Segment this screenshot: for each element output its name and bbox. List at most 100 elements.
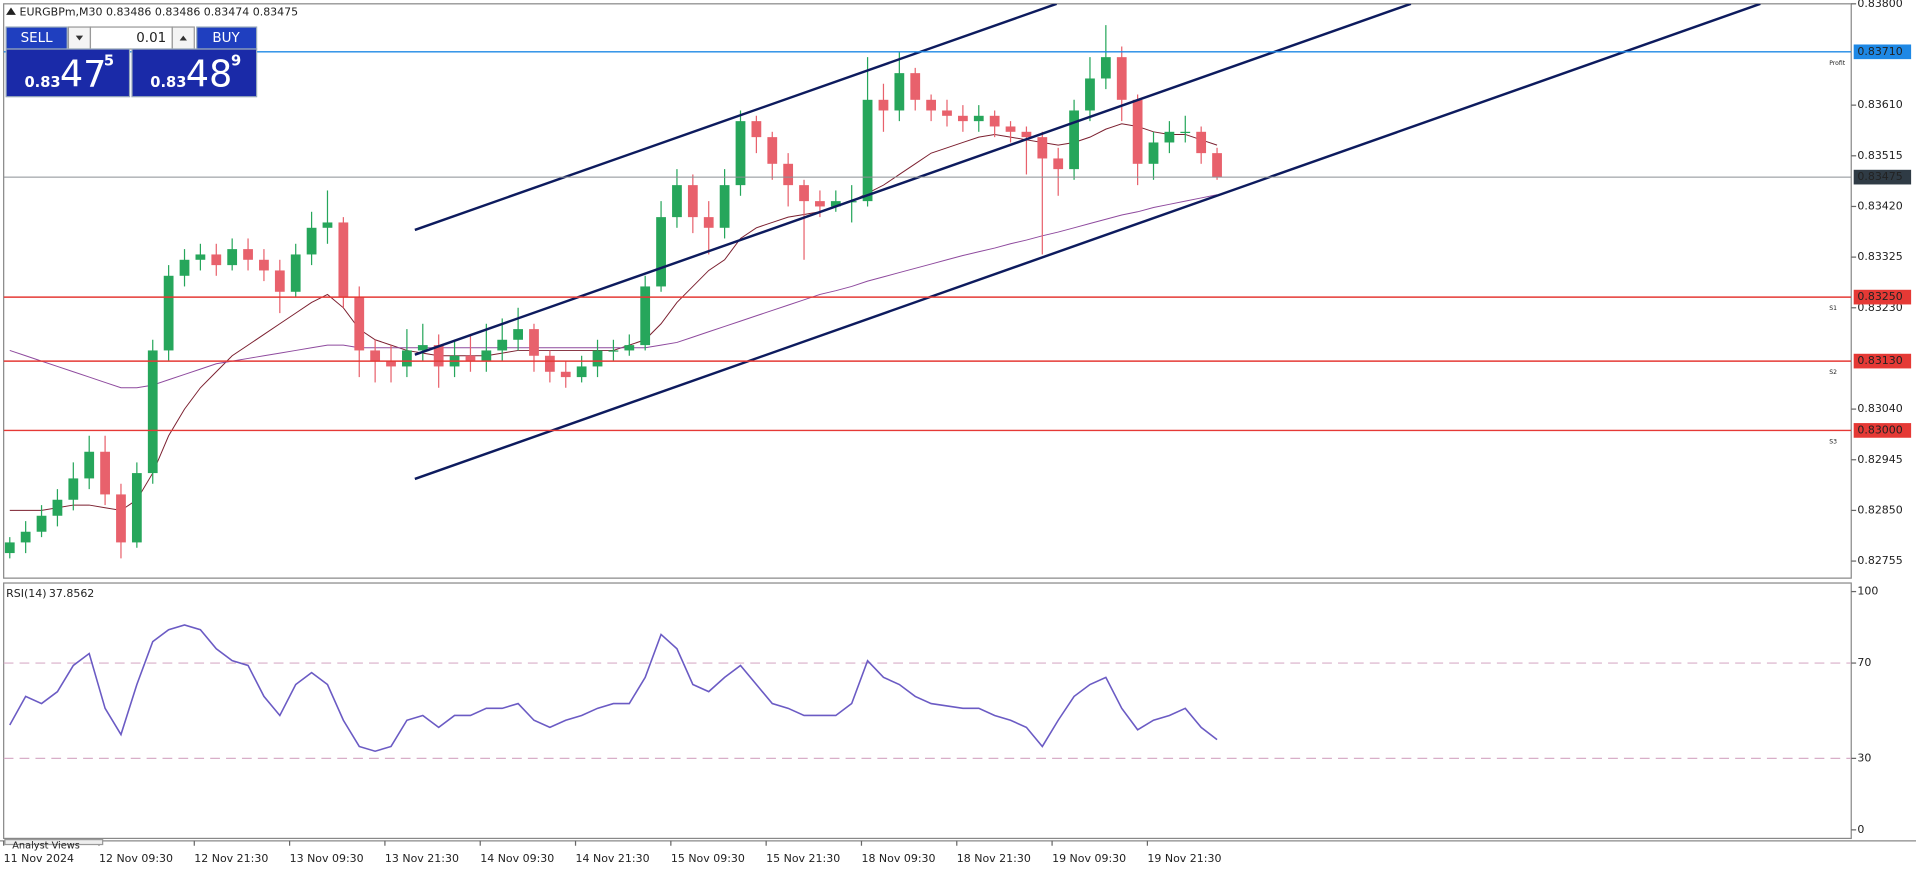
candle-body — [1069, 110, 1079, 170]
y-tick-label: 0 — [1857, 823, 1864, 836]
level-label-box — [1853, 423, 1912, 438]
down-arrow — [75, 35, 84, 41]
candle-body — [1037, 137, 1048, 159]
y-tick-label: 0.82945 — [1857, 453, 1902, 466]
candle-body — [211, 254, 222, 266]
main-pane — [3, 3, 1852, 579]
candle-body — [195, 254, 206, 260]
current-price-box — [1853, 169, 1912, 185]
candle-body — [560, 371, 571, 378]
rsi-plot — [3, 624, 1852, 759]
buy-price-main: 48 — [186, 52, 233, 95]
level-label: 0.83710 — [1857, 45, 1902, 58]
candle-body — [417, 345, 428, 351]
level-tag: S2 — [1829, 369, 1837, 376]
main-plot: Profit S1 S2 S3 — [3, 3, 1852, 559]
candle-body — [926, 99, 937, 111]
x-tick-label: 18 Nov 21:30 — [957, 852, 1031, 865]
channel-line — [414, 3, 1761, 481]
candle-body — [100, 451, 110, 495]
candle-body — [20, 531, 31, 543]
x-tick-label: 15 Nov 21:30 — [766, 852, 840, 865]
current-price-label: 0.83475 — [1857, 170, 1902, 183]
level-label: 0.83130 — [1857, 354, 1902, 367]
candle-body — [290, 254, 301, 292]
x-tick-label: 14 Nov 21:30 — [576, 852, 650, 865]
candle-body — [1196, 131, 1207, 154]
rsi-value: 37.8562 — [49, 587, 94, 600]
sell-price-big: 0.83 — [24, 74, 60, 91]
candle-body — [719, 185, 730, 228]
y-tick-label: 0.83610 — [1857, 98, 1902, 111]
buy-price-box[interactable] — [131, 48, 258, 98]
rsi-line — [9, 624, 1218, 753]
axes: 0.83800 0.83610 0.83515 0.83420 0.83325 0.832… — [3, 0, 1912, 865]
x-tick-label: 13 Nov 09:30 — [290, 852, 364, 865]
candle-body — [1132, 99, 1143, 164]
rsi-title: RSI(14) — [6, 587, 46, 600]
x-tick-label: 19 Nov 09:30 — [1052, 852, 1126, 865]
level-tag: S3 — [1829, 438, 1837, 445]
candle-body — [402, 350, 412, 367]
candle-body — [989, 115, 1000, 127]
y-tick-label: 0.83515 — [1857, 149, 1902, 162]
candle-body — [386, 361, 396, 367]
candle-body — [529, 329, 539, 356]
candle-body — [1085, 78, 1095, 111]
candle-body — [672, 185, 682, 218]
candle-body — [68, 478, 79, 500]
level-label-box — [1853, 353, 1912, 369]
buy-price-big: 0.83 — [150, 74, 186, 91]
level-label: 0.83000 — [1857, 423, 1902, 436]
candle-body — [592, 350, 603, 367]
candle-body — [1100, 57, 1111, 79]
candle-body — [163, 275, 174, 351]
candle-body — [973, 115, 984, 122]
symbol-info: EURGBPm,M30 0.83486 0.83486 0.83474 0.83… — [20, 5, 299, 18]
sell-price-pip: 5 — [104, 52, 114, 69]
x-tick-label: 19 Nov 21:30 — [1147, 852, 1221, 865]
channel-line — [414, 3, 1058, 232]
candle-body — [116, 494, 126, 543]
collapse-icon[interactable] — [6, 7, 16, 15]
candle-body — [179, 259, 190, 276]
candle-body — [481, 350, 492, 362]
candle-body — [942, 110, 952, 116]
candle-body — [687, 185, 698, 218]
candle-body — [576, 366, 587, 378]
candle-body — [799, 185, 809, 202]
x-tick-label: 15 Nov 09:30 — [671, 852, 745, 865]
lot-value: 0.01 — [136, 31, 166, 46]
y-tick-label: 0.83040 — [1857, 402, 1902, 415]
candle-body — [910, 73, 921, 100]
candle-body — [322, 222, 333, 228]
candle-body — [640, 286, 651, 346]
level-label: 0.83250 — [1857, 290, 1902, 303]
sell-label: SELL — [21, 31, 54, 46]
candle-body — [433, 345, 444, 367]
candle-body — [131, 473, 142, 543]
level-label-box — [1853, 289, 1912, 305]
candle-body — [751, 121, 762, 138]
candle-body — [862, 99, 873, 202]
candle-body — [608, 350, 619, 352]
candle-body — [1005, 126, 1016, 132]
level-tag: Profit — [1829, 60, 1846, 67]
candle-body — [1116, 57, 1127, 100]
y-tick-label: 30 — [1857, 751, 1871, 764]
footer-tab[interactable] — [4, 839, 104, 846]
sell-price-box[interactable] — [5, 48, 131, 98]
candle-body — [783, 163, 794, 186]
buy-label: BUY — [212, 31, 240, 46]
candle-body — [1164, 131, 1175, 143]
candle-body — [830, 201, 841, 207]
candle-body — [274, 270, 285, 292]
x-tick-label: 14 Nov 09:30 — [480, 852, 554, 865]
candle-body — [52, 499, 63, 516]
candle-body — [227, 249, 238, 266]
candle-body — [1180, 131, 1191, 134]
candle-body — [259, 259, 269, 271]
